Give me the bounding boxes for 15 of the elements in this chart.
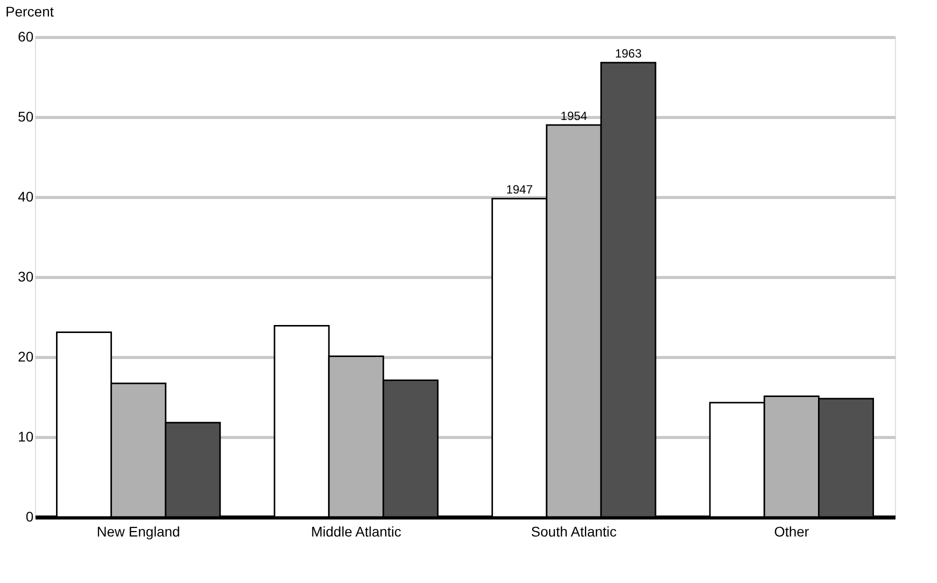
- series-label: 1954: [560, 109, 588, 123]
- y-tick-label: 10: [18, 428, 34, 444]
- y-tick-label: 40: [18, 188, 34, 204]
- x-tick-label: New England: [96, 524, 180, 540]
- series-label: 1963: [614, 46, 642, 61]
- x-tick-label: South Atlantic: [531, 524, 617, 540]
- y-tick-label: 30: [18, 268, 34, 284]
- series-label: 1947: [506, 182, 534, 197]
- y-tick-label: 0: [26, 508, 34, 524]
- y-tick-label: 20: [18, 348, 34, 364]
- y-tick-label: 50: [18, 108, 34, 124]
- x-tick-label: Other: [774, 524, 810, 540]
- y-tick-label: 60: [18, 28, 34, 44]
- y-axis-title: Percent: [6, 4, 54, 20]
- x-tick-label: Middle Atlantic: [311, 524, 402, 540]
